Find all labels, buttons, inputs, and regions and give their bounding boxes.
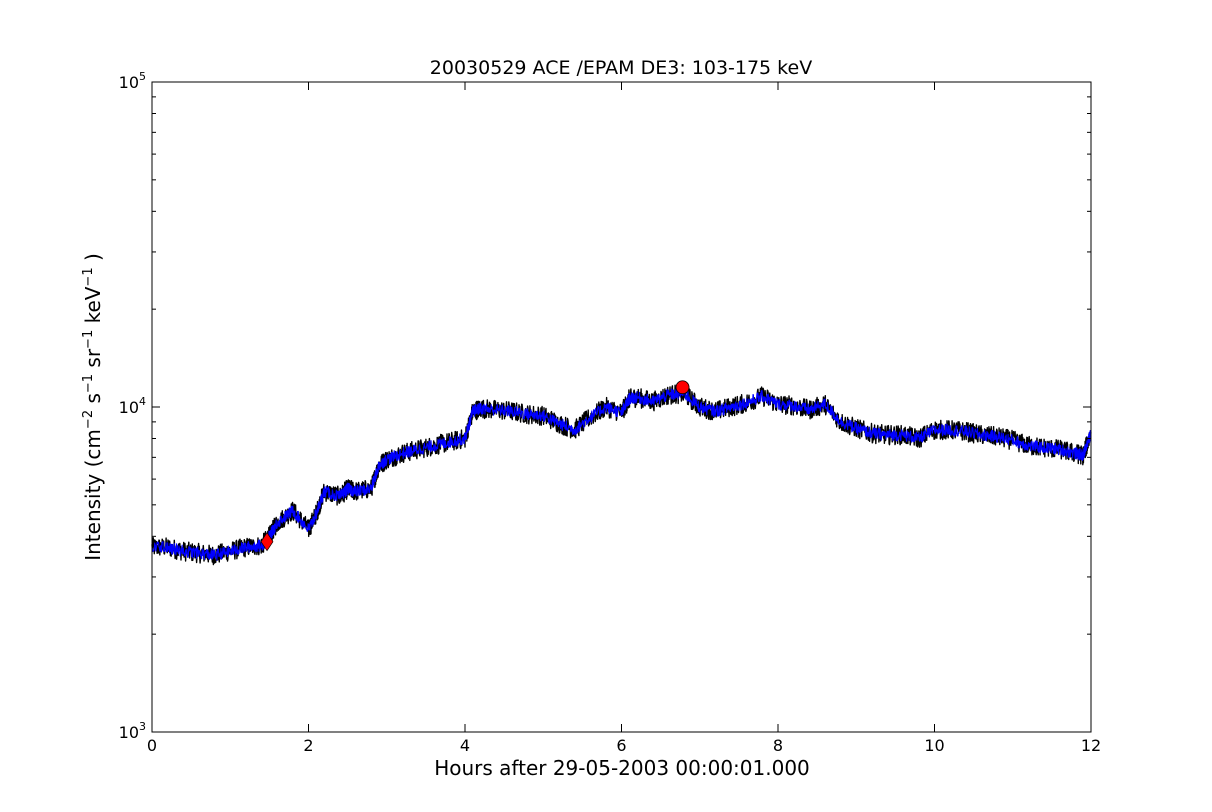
- x-tick-label: 2: [303, 736, 313, 755]
- x-tick-label: 4: [460, 736, 470, 755]
- marker-circle: [675, 380, 690, 395]
- marker-diamond: [260, 532, 274, 552]
- y-tick-label: 105: [119, 70, 146, 92]
- plot-area: [151, 380, 1092, 566]
- x-axis: 0 2 4 6 8 10 12: [147, 82, 1101, 755]
- x-tick-label: 6: [616, 736, 626, 755]
- x-axis-label: Hours after 29-05-2003 00:00:01.000: [434, 756, 810, 780]
- y-axis-label: Intensity (cm−2 s−1 sr−1 keV−1 ): [81, 253, 105, 561]
- series-line-1: [151, 387, 1092, 561]
- x-tick-label: 8: [773, 736, 783, 755]
- y-tick-label: 104: [119, 395, 146, 417]
- y-axis: 103 104 105: [119, 70, 1091, 742]
- chart-title: 20030529 ACE /EPAM DE3: 103-175 keV: [430, 57, 812, 79]
- x-tick-label: 0: [147, 736, 157, 755]
- x-tick-label: 10: [924, 736, 944, 755]
- x-tick-label: 12: [1081, 736, 1101, 755]
- y-tick-label: 103: [119, 720, 146, 742]
